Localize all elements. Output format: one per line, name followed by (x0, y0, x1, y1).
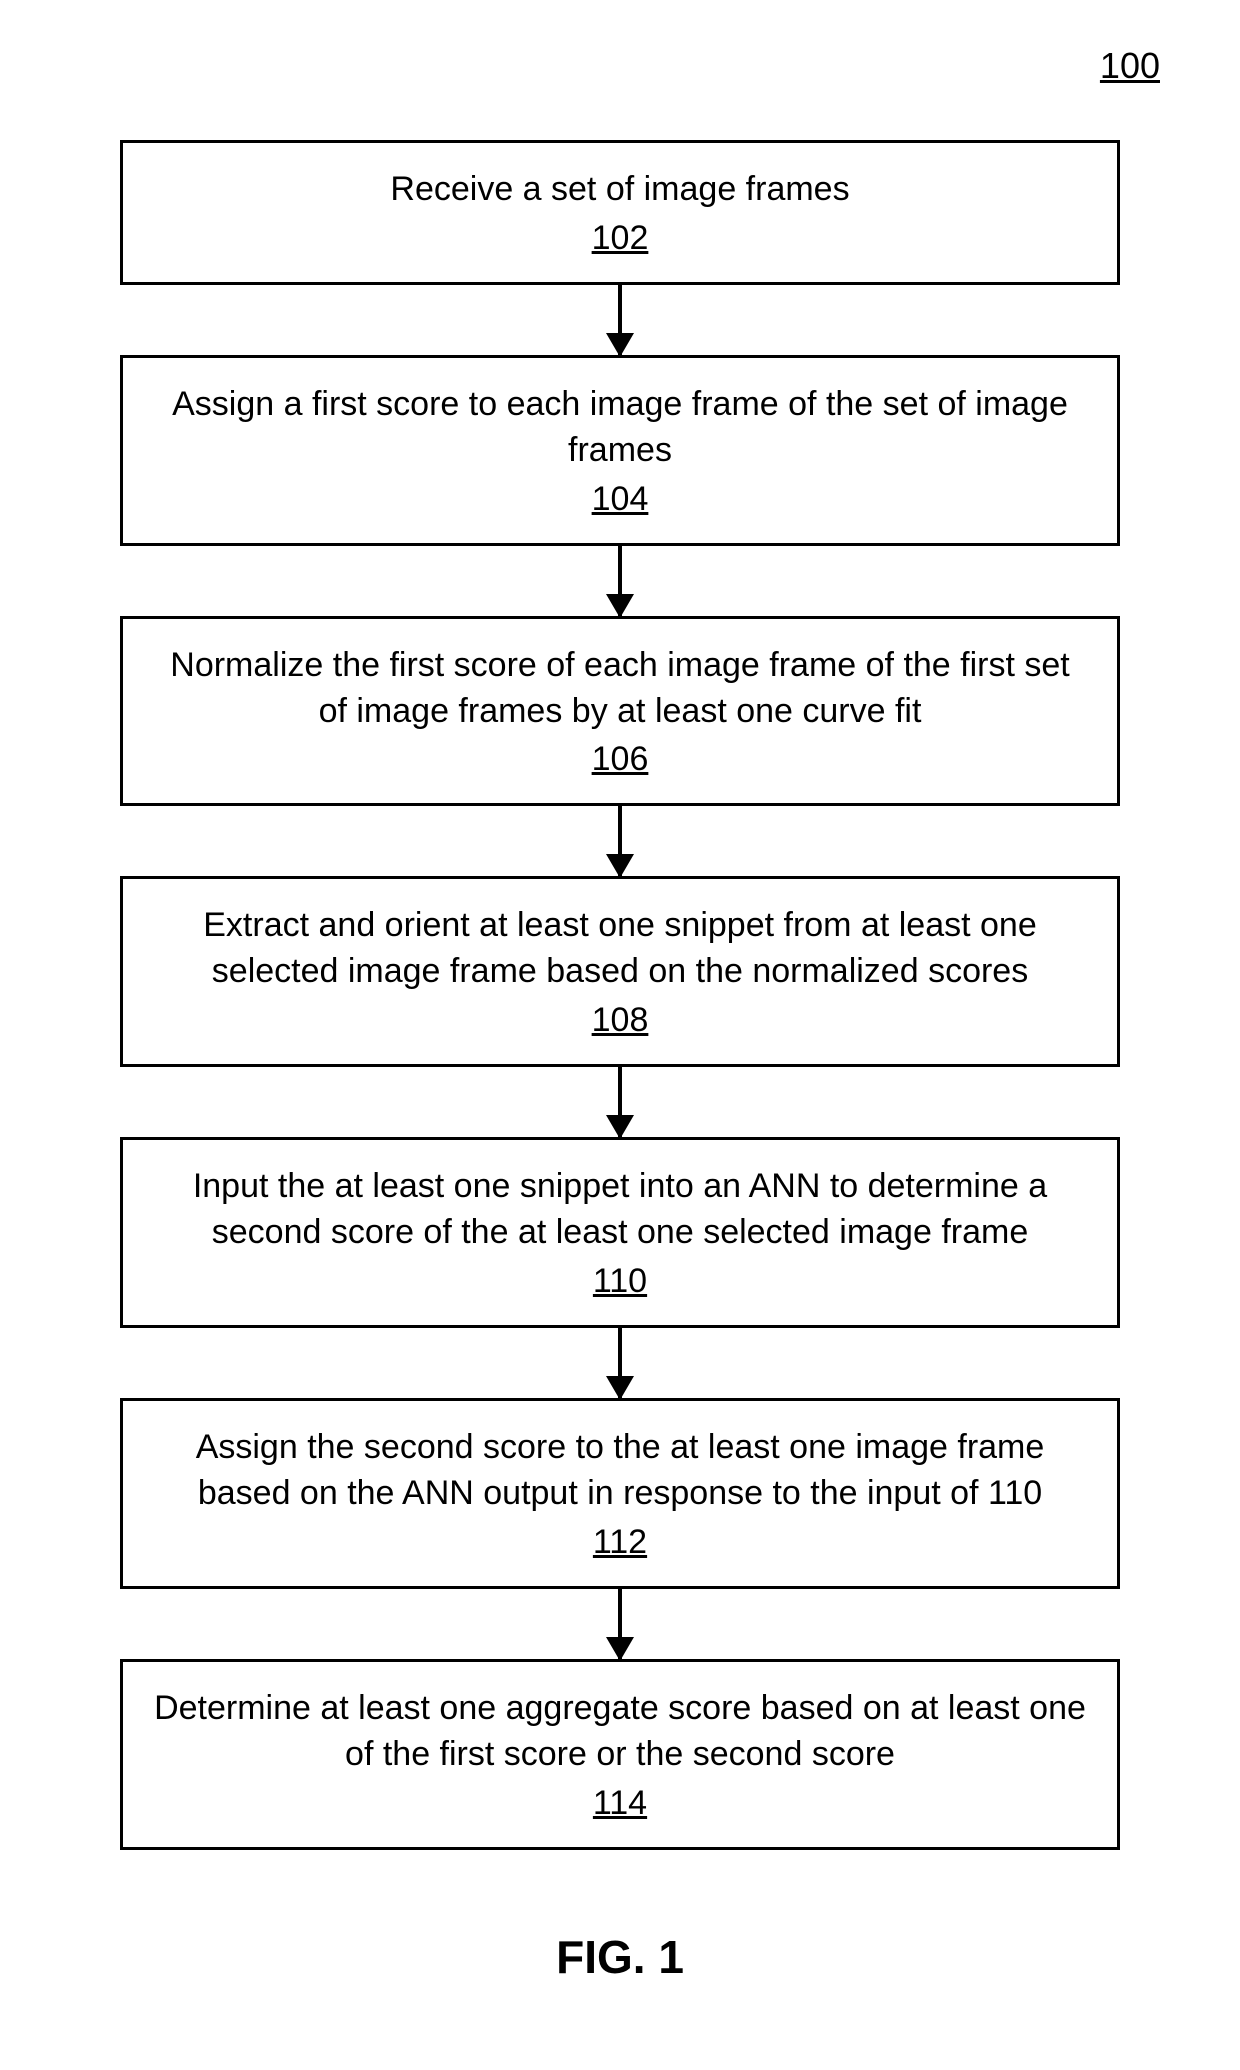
flowchart-step-106: Normalize the first score of each image … (120, 616, 1120, 807)
step-text: Extract and orient at least one snippet … (153, 903, 1087, 995)
step-text: Input the at least one snippet into an A… (153, 1164, 1087, 1256)
step-number: 114 (593, 1784, 647, 1823)
flowchart-arrow (618, 1589, 622, 1659)
step-number: 102 (592, 219, 649, 258)
step-number: 110 (593, 1262, 647, 1301)
step-number: 106 (592, 740, 649, 779)
flowchart-arrow (618, 285, 622, 355)
step-text: Determine at least one aggregate score b… (153, 1686, 1087, 1778)
page-number: 100 (1100, 45, 1160, 87)
flowchart-arrow (618, 1328, 622, 1398)
step-number: 104 (592, 480, 649, 519)
figure-label: FIG. 1 (60, 1930, 1180, 1984)
step-number: 112 (593, 1523, 647, 1562)
flowchart-step-102: Receive a set of image frames 102 (120, 140, 1120, 285)
flowchart-arrow (618, 546, 622, 616)
flowchart-step-112: Assign the second score to the at least … (120, 1398, 1120, 1589)
flowchart-step-108: Extract and orient at least one snippet … (120, 876, 1120, 1067)
step-number: 108 (592, 1001, 649, 1040)
flowchart: Receive a set of image frames 102 Assign… (120, 140, 1120, 1850)
flowchart-arrow (618, 1067, 622, 1137)
step-text: Normalize the first score of each image … (153, 643, 1087, 735)
step-text: Assign the second score to the at least … (153, 1425, 1087, 1517)
step-text: Assign a first score to each image frame… (153, 382, 1087, 474)
step-text: Receive a set of image frames (390, 167, 849, 213)
flowchart-step-114: Determine at least one aggregate score b… (120, 1659, 1120, 1850)
flowchart-arrow (618, 806, 622, 876)
flowchart-step-104: Assign a first score to each image frame… (120, 355, 1120, 546)
flowchart-step-110: Input the at least one snippet into an A… (120, 1137, 1120, 1328)
